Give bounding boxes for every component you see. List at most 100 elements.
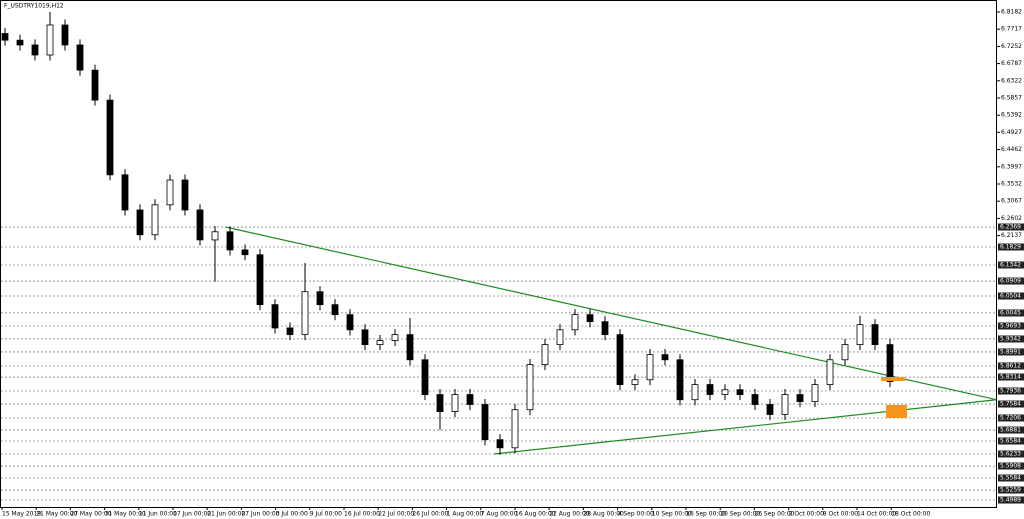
candle-body bbox=[496, 439, 504, 449]
level-label-box bbox=[998, 243, 1024, 251]
candle-body bbox=[256, 254, 264, 306]
candle-body bbox=[286, 327, 294, 336]
level-label: 5.6881 bbox=[1000, 427, 1021, 434]
x-tick-label: 26 Sep 00:00 bbox=[754, 511, 794, 518]
y-tick-label: 6.5392 bbox=[1001, 112, 1022, 119]
candle-body bbox=[871, 324, 879, 346]
level-label: 5.6584 bbox=[1000, 438, 1021, 445]
candle-body bbox=[406, 334, 414, 361]
candle-body bbox=[841, 344, 849, 361]
candle-body bbox=[811, 384, 819, 402]
candle-body bbox=[721, 389, 729, 395]
candle-body bbox=[436, 394, 444, 412]
candle-body bbox=[76, 44, 84, 71]
level-label-box bbox=[998, 426, 1024, 434]
candle-body bbox=[676, 359, 684, 401]
trend-line bbox=[493, 399, 997, 455]
candle-body bbox=[46, 24, 54, 56]
level-label-box bbox=[998, 387, 1024, 395]
candle-body bbox=[616, 334, 624, 385]
candle-body bbox=[196, 209, 204, 241]
y-tick-label: 6.7252 bbox=[1001, 43, 1022, 50]
candle-body bbox=[61, 24, 69, 46]
x-tick-label: 15 May 2019 bbox=[2, 511, 41, 518]
candle-body bbox=[661, 354, 669, 361]
candle-body bbox=[886, 344, 894, 383]
level-label: 5.9342 bbox=[1000, 335, 1021, 342]
candle-body bbox=[121, 174, 129, 211]
x-tick-label: 21 Jun 00:00 bbox=[207, 511, 245, 518]
candle-body bbox=[556, 329, 564, 346]
level-label-box bbox=[998, 223, 1024, 231]
level-label-box bbox=[998, 277, 1024, 285]
x-tick-label: 2 Oct 00:00 bbox=[789, 511, 824, 518]
level-label-box bbox=[998, 348, 1024, 356]
level-label: 5.5259 bbox=[1000, 487, 1021, 494]
y-tick-label: 6.6322 bbox=[1001, 77, 1022, 84]
x-tick-label: 16 Jul 00:00 bbox=[344, 511, 380, 518]
y-tick-label: 6.8182 bbox=[1001, 8, 1022, 15]
level-label-box bbox=[998, 450, 1024, 458]
candle-body bbox=[691, 384, 699, 401]
x-tick-label: 8 Oct 00:00 bbox=[823, 511, 858, 518]
candle-body bbox=[301, 291, 309, 336]
x-tick-label: 3 Jul 00:00 bbox=[276, 511, 308, 518]
y-tick-label: 6.4927 bbox=[1001, 129, 1022, 136]
candle-body bbox=[106, 99, 114, 176]
x-tick-label: 17 Jun 00:00 bbox=[173, 511, 211, 518]
candle-body bbox=[601, 321, 609, 336]
candle-body bbox=[751, 394, 759, 405]
level-label-box bbox=[998, 292, 1024, 300]
x-tick-label: 4 Sep 00:00 bbox=[618, 511, 654, 518]
x-tick-label: 1 Aug 00:00 bbox=[447, 511, 484, 518]
candle-body bbox=[361, 329, 369, 346]
candle-body bbox=[451, 394, 459, 412]
trend-line bbox=[225, 226, 997, 401]
y-tick-label: 6.2137 bbox=[1001, 232, 1022, 239]
level-label: 5.7206 bbox=[1000, 414, 1021, 421]
y-tick-label: 6.3067 bbox=[1001, 198, 1022, 205]
candle-body bbox=[781, 394, 789, 415]
level-label-box bbox=[998, 462, 1024, 470]
candle-body bbox=[826, 359, 834, 385]
marker-box bbox=[886, 405, 907, 418]
candle-body bbox=[1, 33, 9, 41]
level-label: 5.9693 bbox=[1000, 323, 1021, 330]
candle-body bbox=[151, 204, 159, 236]
x-tick-label: 26 Jul 00:00 bbox=[412, 511, 448, 518]
level-label: 5.7584 bbox=[1000, 401, 1021, 408]
level-label-box bbox=[998, 496, 1024, 504]
candle-body bbox=[511, 409, 519, 449]
candle-body bbox=[541, 344, 549, 365]
candle-body bbox=[271, 304, 279, 329]
candle-body bbox=[766, 404, 774, 415]
x-tick-label: 14 Oct 00:00 bbox=[857, 511, 896, 518]
candle-body bbox=[526, 364, 534, 411]
candle-body bbox=[571, 314, 579, 331]
candle-body bbox=[466, 394, 474, 405]
candle-body bbox=[166, 179, 174, 206]
x-tick-label: 28 Aug 00:00 bbox=[583, 511, 624, 518]
level-label-box bbox=[998, 261, 1024, 269]
x-tick-label: 10 Sep 00:00 bbox=[652, 511, 692, 518]
candle-body bbox=[706, 384, 714, 395]
candle-body bbox=[226, 231, 234, 251]
level-label: 5.6233 bbox=[1000, 450, 1021, 457]
level-label-box bbox=[998, 414, 1024, 422]
candle-body bbox=[481, 404, 489, 441]
candle-body bbox=[586, 314, 594, 323]
level-label-box bbox=[998, 474, 1024, 482]
x-tick-label: 7 Aug 00:00 bbox=[481, 511, 518, 518]
candle-body bbox=[421, 359, 429, 395]
level-label: 5.8612 bbox=[1000, 362, 1021, 369]
x-tick-label: 16 Sep 00:00 bbox=[686, 511, 726, 518]
candle-body bbox=[16, 39, 24, 46]
x-tick-label: 9 Jul 00:00 bbox=[310, 511, 342, 518]
x-tick-label: 20 Sep 00:00 bbox=[720, 511, 760, 518]
candle-body bbox=[391, 334, 399, 341]
y-tick-label: 6.5857 bbox=[1001, 94, 1022, 101]
y-tick-label: 6.7717 bbox=[1001, 26, 1022, 33]
x-tick-label: 16 Aug 00:00 bbox=[515, 511, 556, 518]
candle-body bbox=[346, 314, 354, 331]
